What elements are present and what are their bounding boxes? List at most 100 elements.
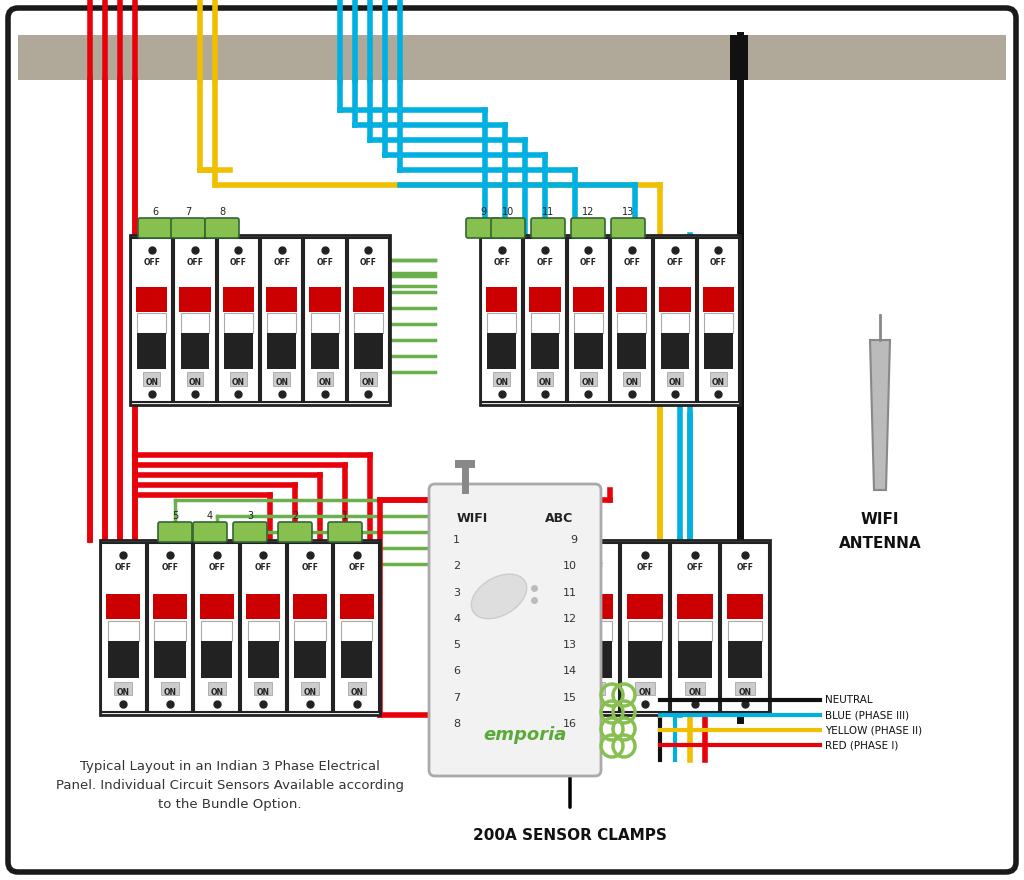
Text: OFF: OFF [273,258,290,267]
Bar [455,460,475,468]
Text: 10: 10 [502,207,514,217]
Text: YELLOW (PHASE II): YELLOW (PHASE II) [825,725,923,735]
Text: 6: 6 [453,666,460,676]
Bar [678,620,712,641]
Text: 10: 10 [563,561,577,571]
Bar [354,334,383,370]
Bar [617,313,646,334]
Text: ON: ON [738,687,752,696]
Text: 200A SENSOR CLAMPS: 200A SENSOR CLAMPS [473,828,667,843]
Text: OFF: OFF [255,562,271,571]
Bar [494,372,510,385]
Bar [667,372,683,385]
Bar [155,641,185,678]
Bar [703,334,733,370]
Bar [261,238,302,402]
Bar [293,594,327,619]
Bar [179,287,211,312]
Bar [671,543,719,712]
Bar [195,543,239,712]
Text: OFF: OFF [537,258,554,267]
Bar [481,238,522,402]
Text: ON: ON [210,687,223,696]
Text: ON: ON [626,378,638,386]
Text: NEUTRAL: NEUTRAL [825,695,872,705]
Text: OFF: OFF [301,562,318,571]
Bar [570,540,770,715]
Text: 12: 12 [563,613,577,624]
Text: WIFI: WIFI [861,512,899,527]
Bar [106,594,140,619]
Text: ON: ON [231,378,245,386]
FancyBboxPatch shape [328,522,362,542]
Text: ANTENNA: ANTENNA [839,536,922,551]
Bar [480,235,740,405]
Text: OFF: OFF [667,258,683,267]
Bar [208,682,225,695]
Bar [248,641,279,678]
Bar [537,372,553,385]
Bar [288,543,333,712]
Bar [611,238,652,402]
Bar [115,682,132,695]
Text: OFF: OFF [208,562,225,571]
Bar [334,543,379,712]
Bar [186,372,204,385]
Bar [617,334,646,370]
Text: 13: 13 [622,207,634,217]
Bar [348,682,366,695]
Bar [155,620,185,641]
Bar [529,287,561,312]
Text: ON: ON [145,378,158,386]
Text: ON: ON [496,378,508,386]
FancyBboxPatch shape [571,218,605,238]
Bar [577,594,613,619]
Bar [567,238,609,402]
Bar [702,287,734,312]
Bar [660,334,689,370]
Bar [660,313,689,334]
Bar [486,287,517,312]
Bar [180,313,210,334]
Bar [248,620,279,641]
Bar [101,543,145,712]
Text: WIFI: WIFI [457,512,488,525]
Bar [316,372,333,385]
Bar [735,682,755,695]
Bar [108,641,139,678]
Bar [727,594,763,619]
Bar [659,287,691,312]
Bar [254,682,272,695]
Text: BLUE (PHASE III): BLUE (PHASE III) [825,710,909,720]
Text: OFF: OFF [316,258,334,267]
Bar [224,334,253,370]
Text: OFF: OFF [115,562,132,571]
Bar [360,372,377,385]
FancyBboxPatch shape [429,484,601,776]
Text: OFF: OFF [624,258,640,267]
Text: 14: 14 [563,666,577,676]
Text: ON: ON [589,687,601,696]
Bar [677,594,714,619]
Bar [108,620,139,641]
Text: 16: 16 [563,719,577,729]
Bar [301,682,318,695]
Text: OFF: OFF [162,562,178,571]
Bar [728,641,762,678]
Text: 3: 3 [453,588,460,598]
Text: ON: ON [257,687,270,696]
Bar [310,313,340,334]
Text: 8: 8 [219,207,225,217]
Bar [153,594,187,619]
Bar [354,313,383,334]
Bar [143,372,160,385]
Text: ON: ON [582,378,595,386]
Text: 2: 2 [292,511,298,521]
Bar [697,238,739,402]
Text: 1: 1 [342,511,348,521]
Bar [241,543,286,712]
FancyBboxPatch shape [531,218,565,238]
Bar [685,682,705,695]
Text: OFF: OFF [587,562,603,571]
Bar [247,594,281,619]
